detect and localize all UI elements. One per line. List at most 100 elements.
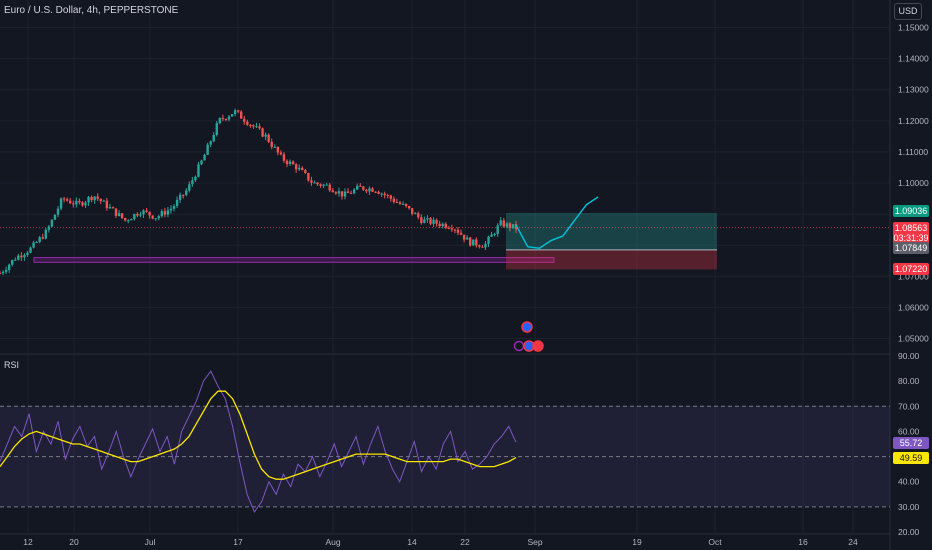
candle-body	[120, 213, 124, 218]
candle-body	[130, 219, 133, 221]
candle-body	[163, 211, 167, 215]
candle-body	[188, 184, 191, 191]
candle-body	[157, 216, 160, 219]
candle-body	[407, 206, 411, 209]
candle-body	[343, 191, 347, 197]
support-zone	[33, 257, 555, 263]
price-tick-label: 1.06000	[898, 302, 929, 312]
candle-body	[398, 202, 402, 204]
candle-body	[243, 118, 246, 122]
candle-body	[87, 196, 90, 203]
candles	[0, 108, 518, 276]
candle-body	[282, 154, 286, 161]
candle-body	[236, 110, 240, 112]
candle-body	[453, 229, 457, 231]
price-tick-label: 1.05000	[898, 333, 929, 343]
candle-body	[1, 271, 5, 274]
candle-body	[301, 167, 304, 171]
time-tick-label: 16	[798, 537, 808, 547]
trade-zones	[0, 212, 890, 270]
candle-body	[246, 121, 249, 125]
grid-layer	[0, 0, 891, 550]
candle-body	[96, 196, 99, 199]
candle-body	[340, 191, 344, 197]
projection-line	[515, 196, 599, 250]
candle-body	[279, 152, 283, 155]
candle-body	[505, 223, 509, 227]
candle-body	[224, 119, 228, 121]
candle-body	[133, 213, 136, 220]
candle-body	[304, 170, 307, 173]
candle-body	[139, 214, 142, 216]
candle-body	[99, 198, 102, 202]
candle-body	[47, 226, 51, 230]
candle-body	[356, 185, 359, 190]
candle-body	[114, 208, 118, 216]
price-tick-label: 1.10000	[898, 178, 929, 188]
rsi-tick-label: 20.00	[898, 527, 920, 537]
candle-body	[102, 200, 106, 202]
price-tick-label: 1.15000	[898, 23, 929, 33]
candle-body	[362, 186, 365, 190]
candle-body	[380, 193, 383, 195]
candle-body	[197, 164, 200, 177]
candle-body	[172, 206, 176, 209]
candle-body	[233, 110, 237, 115]
candle-body	[4, 269, 8, 272]
candle-body	[215, 123, 218, 136]
event-marker-icon	[521, 321, 533, 333]
candle-body	[456, 229, 460, 233]
candle-body	[359, 185, 362, 187]
candle-body	[322, 184, 325, 186]
candle-body	[200, 160, 203, 165]
candle-body	[496, 225, 499, 234]
candle-body	[38, 237, 41, 243]
rsi-value-tag: 55.72	[893, 437, 929, 449]
candle-body	[328, 184, 331, 191]
candle-body	[291, 161, 295, 165]
time-tick-label: 17	[233, 537, 243, 547]
candle-body	[462, 234, 466, 240]
candle-body	[371, 188, 374, 192]
candle-body	[154, 218, 157, 220]
candle-body	[255, 126, 258, 128]
entry-price-tag: 1.07849	[893, 242, 929, 254]
time-tick-label: 19	[632, 537, 642, 547]
candle-body	[386, 195, 389, 197]
candle-body	[423, 219, 426, 223]
candle-body	[175, 199, 179, 207]
candle-body	[276, 146, 280, 153]
candle-body	[472, 239, 475, 246]
candle-body	[249, 124, 252, 126]
time-tick-label: 22	[460, 537, 470, 547]
candle-body	[69, 200, 72, 204]
price-tick-label: 1.12000	[898, 116, 929, 126]
time-tick-label: 20	[69, 537, 79, 547]
candle-body	[221, 118, 225, 120]
currency-button[interactable]: USD	[894, 3, 922, 20]
candle-body	[319, 184, 322, 186]
candle-body	[481, 246, 484, 248]
candle-body	[72, 203, 75, 205]
candle-body	[444, 223, 447, 228]
rsi-tick-label: 60.00	[898, 426, 920, 436]
candle-body	[410, 208, 414, 214]
candle-body	[84, 202, 87, 206]
event-markers	[513, 321, 544, 352]
candle-body	[450, 228, 454, 230]
candle-body	[117, 213, 121, 216]
candle-body	[490, 234, 493, 237]
event-marker-icon	[513, 340, 525, 352]
candle-body	[267, 134, 270, 142]
candle-body	[59, 198, 63, 209]
time-tick-label: 12	[23, 537, 33, 547]
candle-body	[148, 211, 151, 216]
candle-body	[75, 200, 78, 205]
candle-body	[0, 273, 2, 275]
candle-body	[108, 207, 112, 209]
candle-body	[414, 213, 417, 215]
candle-body	[389, 195, 393, 199]
candle-body	[432, 219, 435, 224]
candle-body	[395, 201, 399, 203]
